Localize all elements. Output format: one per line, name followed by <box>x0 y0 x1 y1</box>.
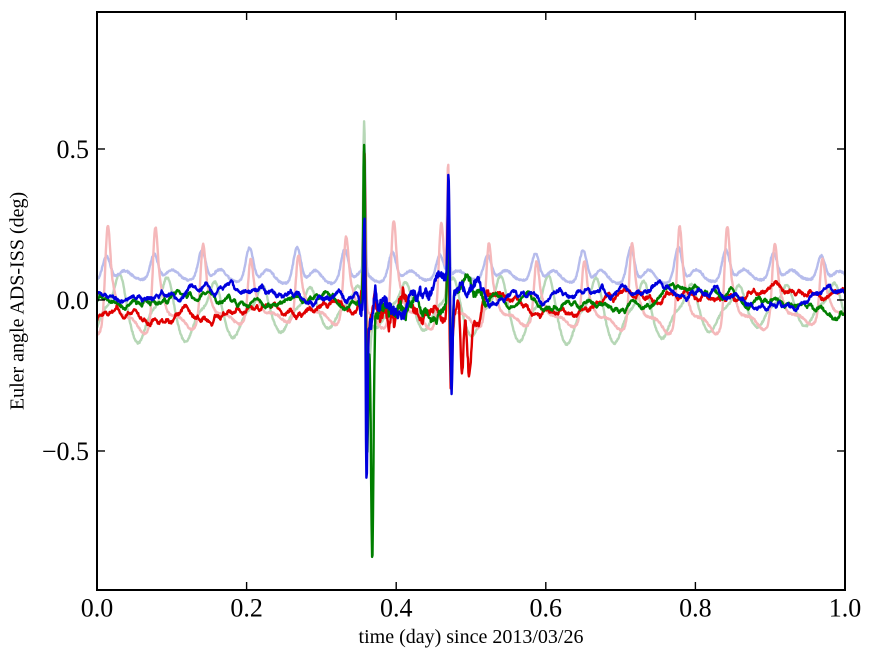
plot-frame <box>96 11 846 591</box>
y-tick-label: 0.5 <box>57 135 90 164</box>
series-line-green-faded <box>97 120 845 365</box>
y-axis-label: Euler angle ADS-ISS (deg) <box>6 191 29 411</box>
series-line-blue <box>97 173 845 479</box>
y-tick-label: −0.5 <box>42 437 89 466</box>
x-tick-label: 0.8 <box>679 593 712 622</box>
series-line-red <box>97 150 845 390</box>
y-tick-label: 0.0 <box>57 286 90 315</box>
series-line-blue-faded <box>97 149 845 286</box>
x-tick-label: 0.4 <box>380 593 413 622</box>
x-tick-label: 0.6 <box>530 593 563 622</box>
x-tick-label: 0.0 <box>81 593 114 622</box>
series-line-red-faded <box>97 163 845 342</box>
x-tick-label: 0.2 <box>230 593 263 622</box>
series-group <box>97 120 845 559</box>
x-tick-label: 1.0 <box>829 593 862 622</box>
x-axis-label: time (day) since 2013/03/26 <box>358 626 584 648</box>
